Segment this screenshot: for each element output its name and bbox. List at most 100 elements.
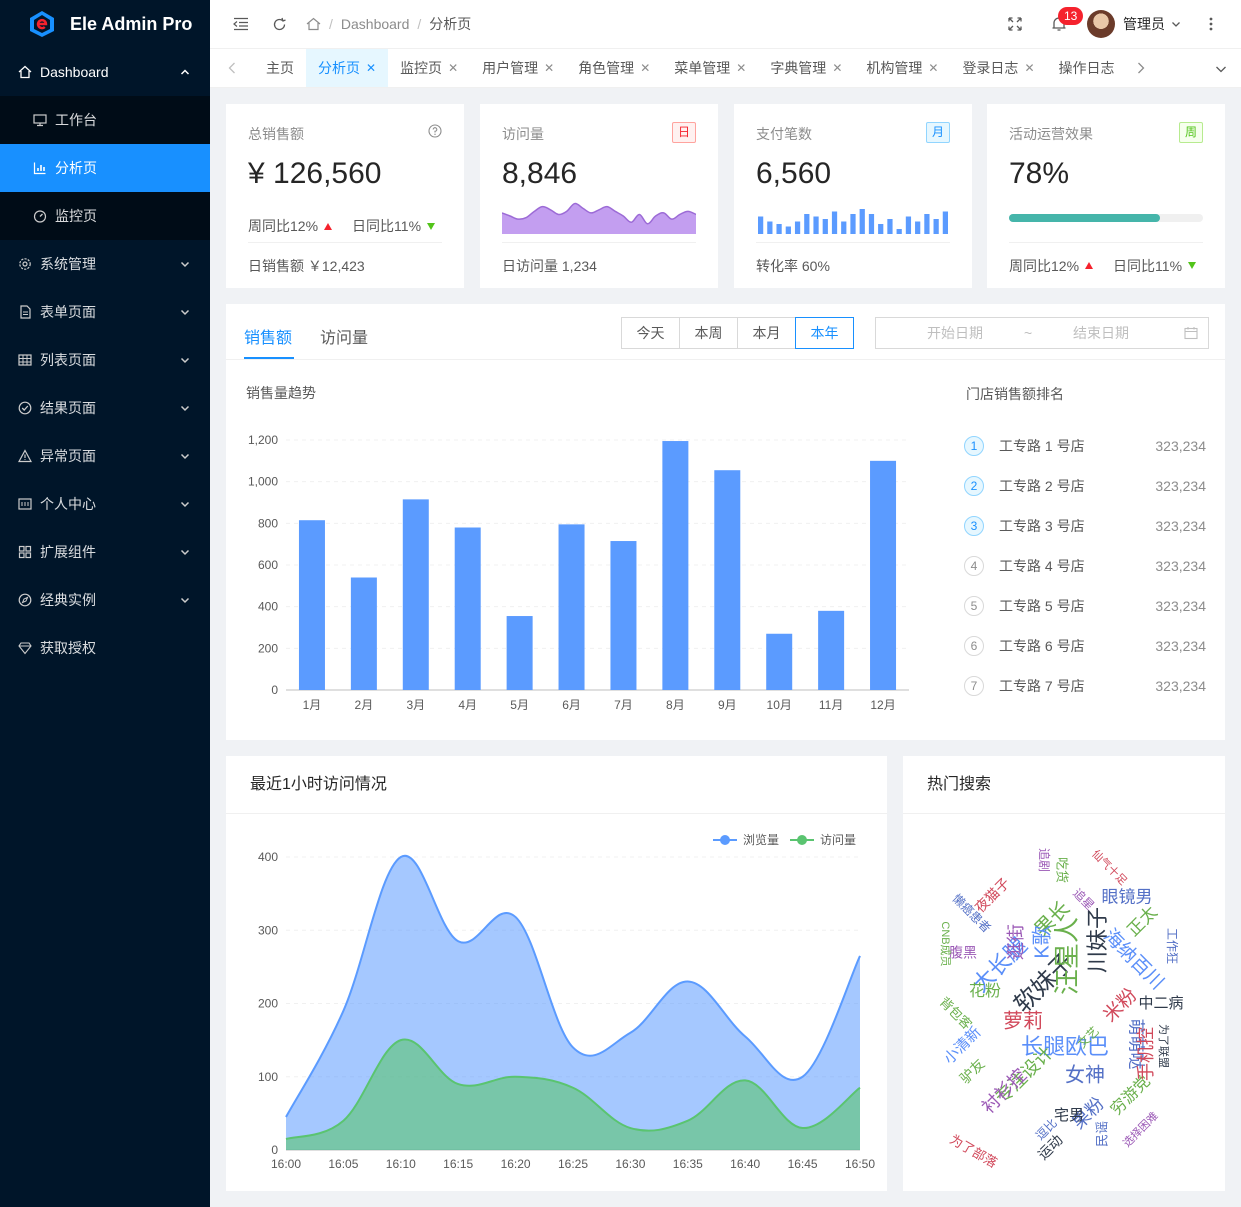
y-tick-label: 400 [258, 600, 278, 614]
sidebar-item-system[interactable]: 系统管理 [0, 240, 210, 288]
collapse-menu-icon[interactable] [231, 14, 251, 34]
rank-number: 4 [964, 556, 984, 576]
sidebar-item-label: Dashboard [40, 64, 109, 80]
word-cloud-word: 川妹子 [1085, 907, 1110, 973]
tab-dictionary[interactable]: 字典管理 ✕ [758, 49, 854, 87]
tab-home[interactable]: 主页 [254, 49, 306, 87]
tab-users[interactable]: 用户管理 ✕ [470, 49, 566, 87]
tab-analysis[interactable]: 分析页 ✕ [306, 49, 389, 87]
tab-login-log[interactable]: 登录日志 ✕ [950, 49, 1046, 87]
sidebar-item-license[interactable]: 获取授权 [0, 624, 210, 672]
list-item: 2 工专路 2 号店 323,234 [964, 466, 1206, 506]
x-tick-label: 16:00 [271, 1157, 301, 1171]
close-icon[interactable]: ✕ [928, 61, 939, 75]
store-sales: 323,234 [1155, 638, 1206, 654]
refresh-icon[interactable] [269, 14, 289, 34]
tab-organization[interactable]: 机构管理 ✕ [854, 49, 950, 87]
x-tick-label: 16:25 [558, 1157, 588, 1171]
bar [350, 577, 377, 690]
tab-visits[interactable]: 访问量 [320, 330, 369, 347]
sidebar-item-extensions[interactable]: 扩展组件 [0, 528, 210, 576]
word-cloud-word: 逛街 [1006, 924, 1026, 960]
home-icon [18, 65, 32, 79]
notification-bell-icon[interactable]: 13 [1049, 7, 1084, 34]
period-week-button[interactable]: 本周 [679, 317, 738, 349]
close-icon[interactable]: ✕ [832, 61, 843, 75]
close-icon[interactable]: ✕ [366, 61, 377, 75]
stat-value: ¥ 126,560 [248, 157, 382, 190]
tabs-scroll-left-icon[interactable] [210, 62, 254, 74]
period-year-button[interactable]: 本年 [795, 317, 854, 349]
mini-area-fill [502, 203, 696, 234]
legend-marker [720, 835, 730, 845]
tab-menus[interactable]: 菜单管理 ✕ [662, 49, 758, 87]
start-date-input[interactable]: 开始日期 [927, 325, 983, 341]
mini-bar [859, 209, 865, 234]
warning-icon [18, 449, 32, 463]
panel-title: 最近1小时访问情况 [226, 756, 887, 814]
close-icon[interactable]: ✕ [448, 61, 459, 75]
store-name: 工专路 5 号店 [999, 598, 1085, 614]
close-icon[interactable]: ✕ [736, 61, 747, 75]
word-cloud-word: 衬衫控 [978, 1065, 1030, 1117]
list-item: 5 工专路 5 号店 323,234 [964, 586, 1206, 626]
close-icon[interactable]: ✕ [640, 61, 651, 75]
y-tick-label: 0 [271, 1143, 278, 1157]
breadcrumb-dashboard[interactable]: Dashboard [340, 16, 410, 32]
x-tick-label: 10月 [767, 698, 792, 712]
store-sales: 323,234 [1155, 558, 1206, 574]
sidebar-item-dashboard[interactable]: Dashboard [0, 48, 210, 96]
period-today-button[interactable]: 今天 [621, 317, 680, 349]
x-tick-label: 16:50 [845, 1157, 875, 1171]
y-tick-label: 400 [258, 850, 278, 864]
user-menu[interactable]: 管理员 [1087, 10, 1181, 38]
more-icon[interactable] [1201, 14, 1221, 34]
word-cloud-word: 腹黑 [949, 945, 977, 961]
tabs-dropdown-icon[interactable] [1215, 62, 1227, 78]
sidebar-item-exceptions[interactable]: 异常页面 [0, 432, 210, 480]
x-tick-label: 16:20 [501, 1157, 531, 1171]
sidebar-item-profile[interactable]: 个人中心 [0, 480, 210, 528]
home-icon[interactable] [306, 17, 321, 31]
tab-label: 菜单管理 [674, 60, 731, 76]
list-item: 1 工专路 1 号店 323,234 [964, 426, 1206, 466]
tab-label: 字典管理 [770, 60, 827, 76]
sidebar-item-monitor[interactable]: 监控页 [0, 192, 210, 240]
sidebar-item-analysis[interactable]: 分析页 [0, 144, 210, 192]
rank-number: 2 [964, 476, 984, 496]
sidebar-item-workbench[interactable]: 工作台 [0, 96, 210, 144]
sidebar-item-forms[interactable]: 表单页面 [0, 288, 210, 336]
date-range-picker[interactable]: 开始日期 ~ 结束日期 [875, 317, 1209, 349]
stat-card-visits: 访问量 日 8,846 日访问量 1,234 [480, 104, 718, 288]
tab-sales[interactable]: 销售额 [244, 330, 293, 347]
username: 管理员 [1123, 16, 1165, 32]
tabs-scroll-right-icon[interactable] [1131, 62, 1151, 74]
list-item: 7 工专路 7 号店 323,234 [964, 666, 1206, 706]
week-compare: 周同比12% [248, 218, 319, 234]
tab-operation-log[interactable]: 操作日志 [1047, 49, 1127, 87]
mini-bar [841, 221, 847, 234]
end-date-input[interactable]: 结束日期 [1073, 325, 1129, 341]
sidebar-item-label: 分析页 [55, 160, 97, 176]
visit-panel: 最近1小时访问情况 0 100 200 300 400 16:00 16:05 16:10 16… [226, 756, 887, 1191]
y-tick-label: 100 [258, 1070, 278, 1084]
tab-monitor[interactable]: 监控页 ✕ [388, 49, 470, 87]
bar [610, 541, 637, 690]
notification-badge: 13 [1058, 7, 1084, 25]
question-circle-icon[interactable] [428, 124, 442, 138]
period-month-button[interactable]: 本月 [737, 317, 796, 349]
sidebar-item-lists[interactable]: 列表页面 [0, 336, 210, 384]
word-cloud-word: 驴友 [957, 1056, 988, 1087]
fullscreen-icon[interactable] [1005, 14, 1025, 34]
close-icon[interactable]: ✕ [1024, 61, 1035, 75]
line-pageviews [285, 854, 861, 1118]
legend-label: 浏览量 [743, 832, 779, 847]
x-tick-label: 4月 [458, 698, 477, 712]
close-icon[interactable]: ✕ [544, 61, 555, 75]
sidebar-item-results[interactable]: 结果页面 [0, 384, 210, 432]
bar [454, 527, 481, 690]
stat-label: 支付笔数 [756, 126, 812, 142]
tab-roles[interactable]: 角色管理 ✕ [566, 49, 662, 87]
sidebar-item-examples[interactable]: 经典实例 [0, 576, 210, 624]
app-logo[interactable]: Ele Admin Pro [0, 0, 210, 48]
